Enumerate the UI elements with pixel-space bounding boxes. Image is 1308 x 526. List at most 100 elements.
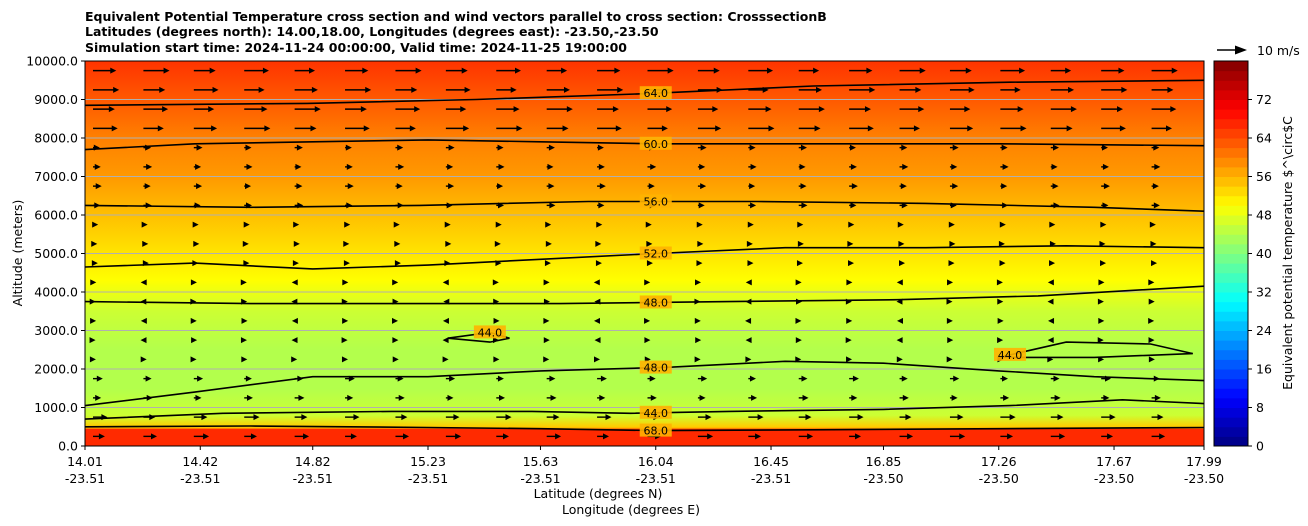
wind-vector	[1150, 240, 1157, 247]
wind-vector	[546, 433, 562, 440]
wind-vector	[243, 260, 250, 267]
wind-vector	[946, 298, 953, 305]
colorbar-bin	[1214, 253, 1248, 264]
plot-area: 64.0 60.0 56.0 52.0 48.0 48.0 44.0 68.0 44.0 44.0	[84, 60, 1205, 447]
wind-vector	[748, 414, 764, 421]
wind-vector	[1100, 260, 1107, 267]
wind-vector	[949, 240, 956, 247]
x-tick-label-lat: 15.63	[523, 454, 559, 469]
colorbar-bin	[1214, 330, 1248, 341]
wind-vector	[597, 183, 606, 190]
colorbar-tick-label: 8	[1256, 400, 1264, 415]
wind-vector	[1151, 394, 1161, 401]
wind-vector	[748, 183, 756, 190]
wind-vector	[294, 86, 318, 93]
colorbar-tick-label: 24	[1256, 323, 1272, 338]
wind-vector	[798, 86, 823, 93]
wind-vector	[496, 414, 512, 421]
contour-label: 44.0	[643, 407, 668, 420]
wind-vector	[244, 414, 260, 421]
wind-vector	[1097, 298, 1104, 305]
wind-vector	[544, 260, 551, 267]
wind-vector	[748, 433, 762, 440]
wind-vector	[445, 86, 471, 93]
wind-vector	[1050, 125, 1073, 132]
wind-vector	[697, 414, 712, 421]
wind-vector	[1000, 67, 1026, 74]
wind-vector	[1151, 183, 1159, 190]
wind-vector	[244, 433, 257, 440]
y-tick-label: 4000.0	[34, 285, 78, 300]
wind-vector	[1148, 298, 1155, 305]
wind-vector	[849, 125, 874, 132]
wind-vector	[1100, 221, 1107, 228]
wind-vector	[1050, 163, 1058, 170]
colorbar-tick-label: 48	[1256, 208, 1272, 223]
wind-vector	[697, 394, 706, 401]
wind-vector	[748, 202, 757, 209]
wind-vector	[193, 86, 219, 93]
wind-vector	[445, 67, 468, 74]
wind-vector	[1101, 394, 1110, 401]
wind-vector	[746, 240, 753, 247]
title-line-2: Latitudes (degrees north): 14.00,18.00, …	[85, 24, 659, 39]
wind-vector	[496, 125, 523, 132]
wind-vector	[748, 125, 775, 132]
wind-vector	[1098, 279, 1105, 286]
x-tick-label-lat: 16.45	[753, 454, 789, 469]
wind-vector	[93, 67, 117, 74]
contour-label: 52.0	[643, 248, 668, 261]
wind-vector	[997, 337, 1004, 344]
wind-vector	[244, 125, 271, 132]
wind-vector	[343, 240, 350, 247]
colorbar-bin	[1214, 118, 1248, 129]
wind-vector	[193, 394, 202, 401]
wind-vector	[849, 106, 871, 113]
wind-vector	[594, 317, 601, 324]
wind-vector	[798, 183, 807, 190]
wind-vector	[1050, 375, 1060, 382]
wind-vector	[849, 394, 858, 401]
contour-label-bg	[639, 246, 672, 260]
wind-vector	[1148, 356, 1155, 363]
wind-vector	[647, 375, 656, 382]
wind-vector	[496, 183, 504, 190]
wind-vector	[948, 221, 955, 228]
wind-vector	[697, 375, 708, 382]
wind-vector	[1048, 317, 1055, 324]
wind-vector	[747, 260, 754, 267]
x-tick-label-lat: 16.85	[866, 454, 902, 469]
wind-vector	[395, 86, 418, 93]
wind-vector	[1000, 394, 1010, 401]
wind-vector	[849, 144, 856, 151]
wind-vector	[798, 202, 808, 209]
wind-vector	[496, 144, 504, 151]
wind-vector	[546, 202, 556, 209]
wind-vector	[1050, 433, 1066, 440]
wind-vector	[93, 125, 118, 132]
wind-vector	[745, 356, 752, 363]
wind-vector	[492, 279, 499, 286]
wind-vector	[143, 375, 152, 382]
wind-vector	[241, 317, 248, 324]
wind-vector	[899, 163, 909, 170]
wind-vector	[244, 163, 253, 170]
wind-vector	[597, 144, 604, 151]
y-tick-label: 3000.0	[34, 323, 78, 338]
wind-vector	[193, 106, 215, 113]
wind-vector	[795, 279, 802, 286]
wind-vector	[647, 183, 655, 190]
colorbar-bin	[1214, 397, 1248, 408]
contour-label-bg	[994, 347, 1027, 361]
wind-vector	[1101, 433, 1114, 440]
wind-vector	[798, 375, 808, 382]
wind-vector	[293, 240, 300, 247]
contour-line	[998, 341, 1193, 359]
x-tick-label-lon: -23.50	[979, 471, 1019, 486]
wind-vector	[1151, 433, 1166, 440]
wind-vector	[395, 433, 410, 440]
wind-vector	[190, 356, 197, 363]
colorbar-bin	[1214, 147, 1248, 158]
wind-vector	[1047, 298, 1054, 305]
colorbar-bin	[1214, 138, 1248, 149]
